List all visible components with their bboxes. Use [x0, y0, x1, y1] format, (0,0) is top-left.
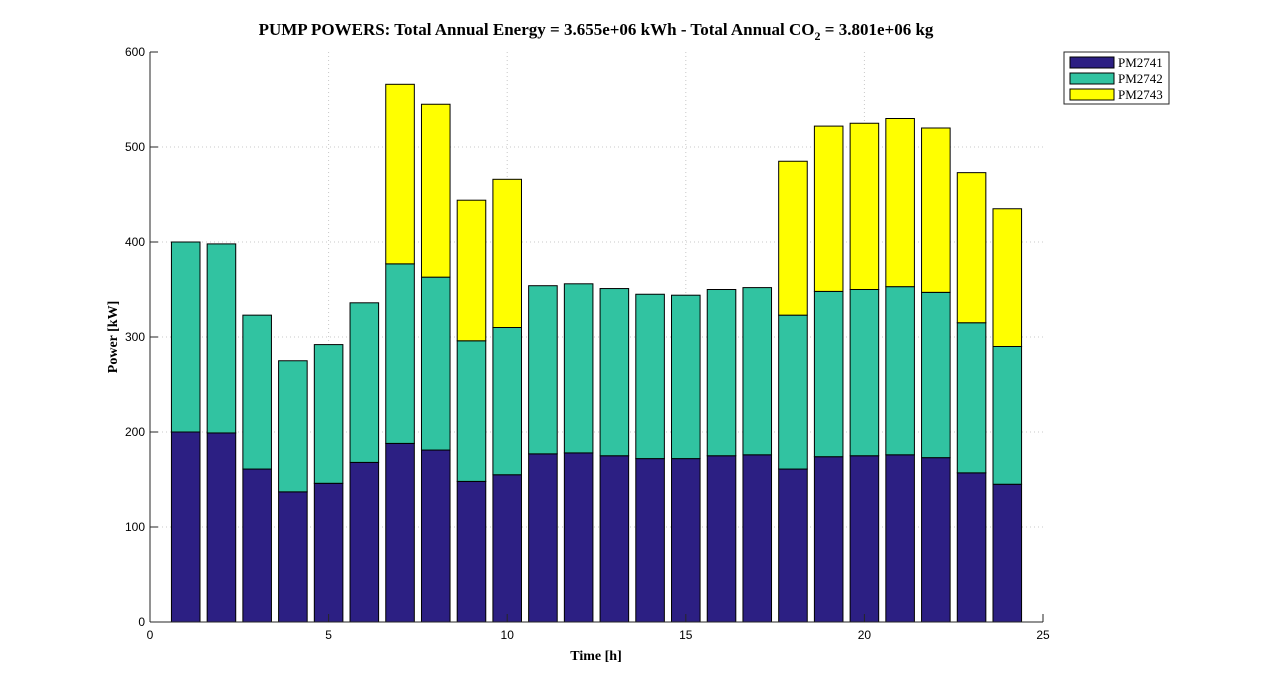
bar-pm2742: [492, 327, 522, 476]
axes: [149, 51, 1044, 623]
bar-pm2743: [456, 199, 487, 342]
chart-title-main: PUMP POWERS: Total Annual Energy = 3.655…: [259, 20, 815, 39]
bar-pm2741: [242, 468, 272, 623]
bar-pm2741: [563, 452, 594, 623]
y-tick-label: 100: [125, 520, 145, 534]
bar-pm2741: [385, 442, 415, 623]
bar-pm2741: [921, 457, 951, 623]
y-tick-label: 0: [138, 615, 145, 629]
bar-pm2742: [170, 241, 201, 433]
bar-pm2743: [492, 178, 522, 328]
bar-pm2741: [956, 472, 987, 623]
chart-title-subscript: 2: [815, 29, 821, 43]
bar-pm2743: [813, 125, 844, 292]
y-tick-label: 200: [125, 425, 145, 439]
bar-pm2741: [635, 458, 665, 623]
x-tick-label: 20: [858, 628, 872, 642]
bar-pm2741: [206, 432, 237, 623]
bar-pm2742: [599, 288, 630, 457]
x-tick-label: 15: [679, 628, 693, 642]
bar-pm2742: [849, 289, 880, 457]
bar-pm2741: [278, 491, 308, 623]
bar-pm2742: [885, 286, 915, 456]
bars: [170, 83, 1023, 623]
bar-pm2741: [706, 455, 737, 623]
bar-pm2742: [528, 285, 558, 455]
bar-pm2742: [206, 243, 237, 434]
bar-pm2741: [849, 455, 880, 623]
chart-title-end: = 3.801e+06 kg: [821, 20, 934, 39]
bar-pm2742: [242, 314, 272, 470]
y-tick-label: 400: [125, 235, 145, 249]
y-axis-label: Power [kW]: [106, 301, 121, 373]
legend-swatch-pm2743: [1069, 88, 1115, 101]
y-tick-label: 300: [125, 330, 145, 344]
bar-pm2741: [599, 455, 630, 623]
bar-pm2742: [671, 294, 701, 460]
bar-pm2741: [313, 482, 344, 623]
bar-pm2742: [921, 291, 951, 459]
bar-pm2742: [956, 322, 987, 474]
bar-pm2742: [349, 302, 380, 463]
bar-pm2741: [492, 474, 522, 623]
bar-pm2742: [563, 283, 594, 454]
legend-label-pm2743: PM2743: [1118, 87, 1163, 102]
bar-pm2742: [313, 344, 344, 484]
bar-pm2741: [813, 456, 844, 623]
legend-swatch-pm2742: [1069, 72, 1115, 85]
chart-title: PUMP POWERS: Total Annual Energy = 3.655…: [259, 20, 934, 43]
bar-pm2741: [778, 468, 808, 623]
bar-pm2742: [813, 290, 844, 458]
legend-label-pm2741: PM2741: [1118, 55, 1163, 70]
bar-pm2742: [456, 340, 487, 482]
bar-pm2742: [278, 360, 308, 493]
bar-pm2742: [706, 289, 737, 457]
y-tick-label: 600: [125, 45, 145, 59]
bar-pm2743: [420, 103, 451, 278]
x-tick-label: 0: [147, 628, 154, 642]
bar-pm2741: [349, 461, 380, 623]
bar-pm2742: [420, 276, 451, 451]
bar-pm2743: [992, 208, 1023, 347]
bar-pm2742: [742, 287, 773, 456]
x-axis-label: Time [h]: [570, 649, 621, 664]
legend-swatch-pm2741: [1069, 56, 1115, 69]
bar-pm2743: [778, 160, 808, 316]
bar-pm2741: [420, 449, 451, 623]
y-tick-label: 500: [125, 140, 145, 154]
bar-pm2742: [635, 293, 665, 460]
bar-pm2743: [956, 172, 987, 324]
bar-pm2742: [385, 263, 415, 444]
bar-pm2741: [885, 454, 915, 623]
bar-pm2741: [170, 431, 201, 623]
bar-pm2742: [778, 314, 808, 470]
bar-pm2743: [885, 118, 915, 288]
bar-pm2741: [742, 454, 773, 623]
legend-label-pm2742: PM2742: [1118, 71, 1163, 86]
tick-labels: 0 100 200 300 400 500 600 0 5 10 15 20 25: [125, 45, 1050, 642]
x-tick-label: 25: [1036, 628, 1050, 642]
x-tick-label: 5: [325, 628, 332, 642]
bar-pm2743: [849, 122, 880, 290]
bar-pm2741: [992, 483, 1023, 623]
bar-pm2743: [921, 127, 951, 293]
bar-pm2741: [456, 480, 487, 623]
bar-pm2743: [385, 83, 415, 265]
bar-pm2741: [671, 458, 701, 623]
x-tick-label: 10: [501, 628, 515, 642]
bar-pm2741: [528, 453, 558, 623]
bar-pm2742: [992, 346, 1023, 485]
